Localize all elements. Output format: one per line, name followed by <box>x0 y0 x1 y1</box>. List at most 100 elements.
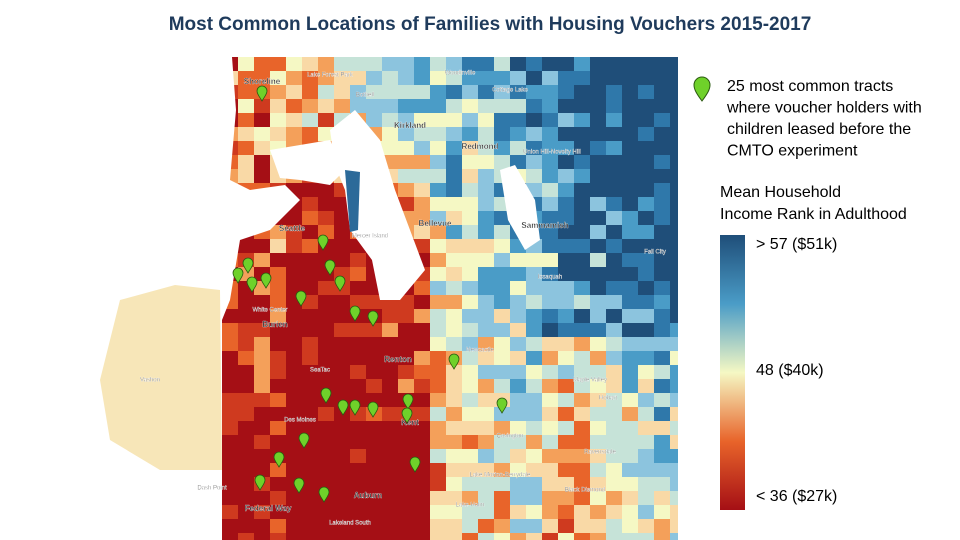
tract <box>542 169 559 184</box>
tract <box>286 57 303 72</box>
tract <box>510 57 527 72</box>
tract <box>478 113 495 128</box>
tract <box>558 407 575 422</box>
tract <box>350 337 367 352</box>
tract <box>270 225 287 240</box>
tract <box>366 365 383 380</box>
tract <box>494 281 511 296</box>
tract <box>238 365 255 380</box>
tract <box>638 99 655 114</box>
tract <box>574 169 591 184</box>
tract <box>286 225 303 240</box>
tract <box>606 155 623 170</box>
tract <box>670 71 678 86</box>
tract <box>414 365 431 380</box>
tract <box>670 323 678 338</box>
tract <box>558 113 575 128</box>
tract <box>334 57 351 72</box>
tract <box>622 463 639 478</box>
tract <box>494 113 511 128</box>
tract <box>478 211 495 226</box>
tract <box>430 85 447 100</box>
tract <box>606 309 623 324</box>
map-label: Fall City <box>644 250 666 256</box>
tract <box>606 253 623 268</box>
tract <box>510 295 527 310</box>
tract <box>286 323 303 338</box>
tract <box>510 449 527 464</box>
tract <box>558 309 575 324</box>
tract <box>462 533 479 540</box>
tract <box>478 169 495 184</box>
tract <box>446 99 463 114</box>
tract <box>462 463 479 478</box>
tract <box>238 141 255 156</box>
tract <box>414 281 431 296</box>
tract <box>670 155 678 170</box>
tract <box>558 267 575 282</box>
tract <box>622 309 639 324</box>
tract <box>382 435 399 450</box>
tract <box>494 57 511 72</box>
tract <box>478 463 495 478</box>
tract <box>222 533 239 540</box>
tract <box>638 435 655 450</box>
tract <box>542 99 559 114</box>
tract <box>574 393 591 408</box>
tract <box>654 295 671 310</box>
tract <box>462 267 479 282</box>
tract <box>398 197 415 212</box>
tract <box>670 337 678 352</box>
tract <box>606 225 623 240</box>
tract <box>542 421 559 436</box>
tract <box>590 337 607 352</box>
tract <box>382 365 399 380</box>
tract <box>494 449 511 464</box>
tract <box>334 449 351 464</box>
tract <box>222 519 239 534</box>
tract <box>670 253 678 268</box>
tract <box>478 393 495 408</box>
tract <box>318 351 335 366</box>
tract <box>238 57 255 72</box>
tract <box>302 505 319 520</box>
map-label: Renton <box>384 355 412 364</box>
tract <box>350 477 367 492</box>
tract <box>526 449 543 464</box>
tract <box>622 183 639 198</box>
tract <box>222 477 239 492</box>
tract <box>638 295 655 310</box>
tract <box>494 323 511 338</box>
tract <box>494 99 511 114</box>
tract <box>638 421 655 436</box>
tract <box>574 281 591 296</box>
tract <box>478 505 495 520</box>
tract <box>334 421 351 436</box>
tract <box>334 477 351 492</box>
tract <box>238 309 255 324</box>
tract-pin <box>367 401 379 418</box>
tract <box>654 407 671 422</box>
tract <box>478 533 495 540</box>
tract <box>542 337 559 352</box>
tract <box>606 463 623 478</box>
tract <box>670 379 678 394</box>
tract <box>302 113 319 128</box>
tract <box>254 71 271 86</box>
tract <box>494 407 511 422</box>
tract <box>622 71 639 86</box>
tract <box>238 379 255 394</box>
tract <box>254 365 271 380</box>
tract <box>430 267 447 282</box>
tract <box>302 281 319 296</box>
tract <box>494 491 511 506</box>
tract <box>254 449 271 464</box>
tract <box>318 337 335 352</box>
tract <box>350 463 367 478</box>
tract <box>638 225 655 240</box>
tract <box>670 435 678 450</box>
tract <box>638 183 655 198</box>
map-label: White Center <box>252 308 287 314</box>
map-label: Des Moines <box>284 418 316 424</box>
map-label: Kent <box>401 418 419 427</box>
